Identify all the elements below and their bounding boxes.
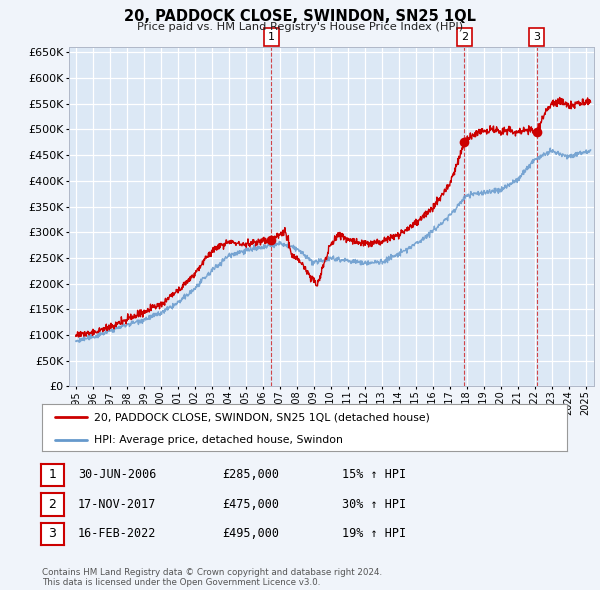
Text: 17-NOV-2017: 17-NOV-2017 [78, 498, 157, 511]
Text: Contains HM Land Registry data © Crown copyright and database right 2024.
This d: Contains HM Land Registry data © Crown c… [42, 568, 382, 587]
Text: 2: 2 [48, 498, 56, 511]
Text: 1: 1 [48, 468, 56, 481]
Text: £495,000: £495,000 [222, 527, 279, 540]
Text: 16-FEB-2022: 16-FEB-2022 [78, 527, 157, 540]
Text: 15% ↑ HPI: 15% ↑ HPI [342, 468, 406, 481]
Text: 20, PADDOCK CLOSE, SWINDON, SN25 1QL (detached house): 20, PADDOCK CLOSE, SWINDON, SN25 1QL (de… [95, 412, 430, 422]
Text: £285,000: £285,000 [222, 468, 279, 481]
Text: 3: 3 [48, 527, 56, 540]
Text: HPI: Average price, detached house, Swindon: HPI: Average price, detached house, Swin… [95, 435, 343, 444]
Text: 3: 3 [533, 32, 540, 42]
Text: 30-JUN-2006: 30-JUN-2006 [78, 468, 157, 481]
Text: 30% ↑ HPI: 30% ↑ HPI [342, 498, 406, 511]
Text: 20, PADDOCK CLOSE, SWINDON, SN25 1QL: 20, PADDOCK CLOSE, SWINDON, SN25 1QL [124, 9, 476, 24]
Text: 1: 1 [268, 32, 275, 42]
Text: £475,000: £475,000 [222, 498, 279, 511]
Text: Price paid vs. HM Land Registry's House Price Index (HPI): Price paid vs. HM Land Registry's House … [137, 22, 463, 32]
Text: 2: 2 [461, 32, 468, 42]
Text: 19% ↑ HPI: 19% ↑ HPI [342, 527, 406, 540]
